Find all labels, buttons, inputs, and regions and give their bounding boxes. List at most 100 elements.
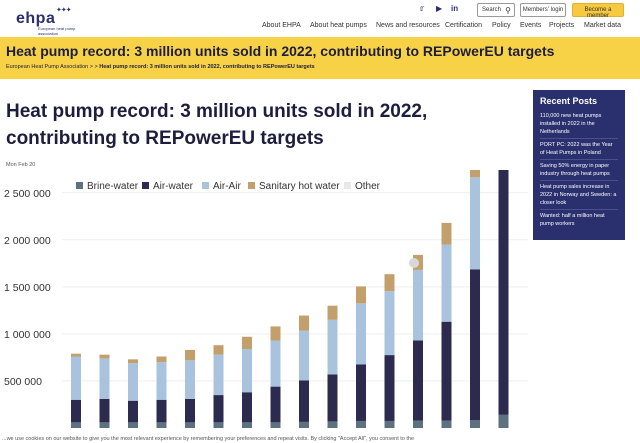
- twitter-icon[interactable]: 𝕣: [420, 4, 425, 13]
- bar-segment: [71, 353, 81, 357]
- y-tick-label: 500 000: [4, 376, 42, 388]
- nav-projects[interactable]: Projects: [549, 22, 575, 29]
- breadcrumb-separator: > >: [88, 64, 100, 70]
- y-tick-label: 1 500 000: [4, 282, 51, 294]
- cookie-banner-text: ...we use cookies on our website to give…: [2, 436, 415, 442]
- recent-post-link[interactable]: Heat pump sales increase in 2022 in Norw…: [540, 181, 618, 210]
- bar-segment: [413, 340, 423, 421]
- bar-segment: [71, 422, 81, 428]
- legend-swatch: [142, 182, 149, 189]
- bar-segment: [128, 400, 138, 423]
- nav-news-resources[interactable]: News and resources: [376, 22, 440, 29]
- bar-segment: [384, 420, 395, 428]
- sidebar-title: Recent Posts: [540, 96, 598, 106]
- bar-segment: [299, 330, 309, 381]
- bar-segment: [441, 321, 452, 421]
- bar-segment: [242, 336, 252, 349]
- ehpa-logo[interactable]: ehpa ✦✦✦ European heat pump association: [6, 4, 76, 36]
- logo-subtitle: European heat pump association: [38, 26, 76, 36]
- legend-swatch: [248, 182, 255, 189]
- legend-label: Air-water: [153, 181, 194, 192]
- site-header: ehpa ✦✦✦ European heat pump association …: [0, 0, 640, 36]
- bar-segment: [128, 422, 138, 428]
- bar-segment: [242, 392, 252, 423]
- bar-segment: [470, 269, 480, 421]
- bar-segment: [327, 374, 338, 422]
- bar-segment: [242, 348, 252, 393]
- nav-certification[interactable]: Certification: [445, 22, 482, 29]
- bar-segment: [470, 420, 480, 428]
- bar-segment: [441, 420, 452, 428]
- article-date: Mon Feb 20: [6, 162, 36, 168]
- recent-post-link[interactable]: 110,000 new heat pumps installed in 2022…: [540, 110, 618, 139]
- bar-segment: [327, 319, 338, 375]
- bar-segment: [71, 399, 81, 423]
- bar-segment: [299, 421, 309, 428]
- bar-segment: [384, 291, 395, 356]
- bar-segment: [213, 422, 224, 428]
- youtube-icon[interactable]: ▶: [436, 4, 443, 13]
- recent-post-link[interactable]: Wanted: half a million heat pump workers: [540, 213, 605, 227]
- bar-segment: [99, 358, 110, 399]
- breadcrumb-home[interactable]: European Heat Pump Association: [6, 64, 89, 70]
- nav-events[interactable]: Events: [520, 22, 542, 29]
- legend-label: Other: [355, 181, 381, 192]
- bar-segment: [156, 362, 167, 400]
- page-title: Heat pump record: 3 million units sold i…: [6, 101, 428, 149]
- nav-market-data[interactable]: Market data: [584, 22, 621, 29]
- bar-segment: [327, 305, 338, 320]
- bar-segment: [498, 414, 509, 428]
- nav-about-heat-pumps[interactable]: About heat pumps: [310, 22, 367, 29]
- bar-segment: [498, 170, 509, 415]
- bar-segment: [156, 356, 167, 363]
- legend-label: Sanitary hot water: [259, 181, 340, 192]
- recent-post-link[interactable]: PORT PC: 2022 was the Year of Heat Pumps…: [540, 139, 618, 160]
- breadcrumb: European Heat Pump Association > > Heat …: [6, 64, 315, 70]
- bar-segment: [299, 315, 309, 331]
- bar-segment: [156, 399, 167, 423]
- bar-segment: [299, 380, 309, 422]
- bar-segment: [156, 422, 167, 428]
- bar-segment: [128, 363, 138, 401]
- bar-segment: [99, 398, 110, 423]
- bar-segment: [356, 303, 366, 365]
- legend-swatch: [344, 182, 351, 189]
- recent-posts-sidebar: Recent Posts 110,000 new heat pumps inst…: [533, 90, 625, 240]
- breadcrumb-current: Heat pump record: 3 million units sold i…: [99, 64, 315, 70]
- page-banner: Heat pump record: 3 million units sold i…: [0, 37, 640, 79]
- search-icon[interactable]: ⚲: [505, 6, 511, 15]
- y-tick-label: 1 000 000: [4, 329, 51, 341]
- legend-swatch: [76, 182, 83, 189]
- bar-segment: [99, 422, 110, 428]
- bar-segment: [413, 420, 423, 428]
- legend-swatch: [202, 182, 209, 189]
- bar-segment: [185, 398, 195, 423]
- search-input[interactable]: Search ⚲: [477, 3, 515, 17]
- logo-text: ehpa: [16, 10, 56, 27]
- bar-segment: [213, 345, 224, 355]
- bar-segment: [356, 364, 366, 421]
- members-login-button[interactable]: Members' login: [520, 3, 566, 17]
- bar-segment: [99, 354, 110, 359]
- bar-segment: [441, 244, 452, 322]
- bar-segment: [185, 422, 195, 428]
- bar-segment: [356, 420, 366, 428]
- bar-segment: [270, 422, 281, 428]
- bar-segment: [441, 222, 452, 245]
- bar-segment: [213, 395, 224, 423]
- recent-post-link[interactable]: Saving 50% energy in paper industry thro…: [540, 160, 618, 181]
- bar-segment: [384, 355, 395, 421]
- bar-segment: [413, 269, 423, 341]
- hover-indicator: [409, 258, 419, 268]
- linkedin-icon[interactable]: in: [451, 4, 459, 13]
- nav-policy[interactable]: Policy: [492, 22, 511, 29]
- bar-segment: [242, 422, 252, 428]
- bar-segment: [270, 386, 281, 423]
- search-label: Search: [482, 7, 502, 13]
- bar-segment: [185, 349, 195, 361]
- banner-title: Heat pump record: 3 million units sold i…: [6, 43, 555, 59]
- nav-about-ehpa[interactable]: About EHPA: [262, 22, 301, 29]
- heat-pump-sales-chart: 500 000 1 000 000 1 500 000 2 000 000 2 500 …: [4, 170, 528, 428]
- bar-segment: [356, 286, 366, 304]
- become-member-button[interactable]: Become a member: [572, 3, 624, 19]
